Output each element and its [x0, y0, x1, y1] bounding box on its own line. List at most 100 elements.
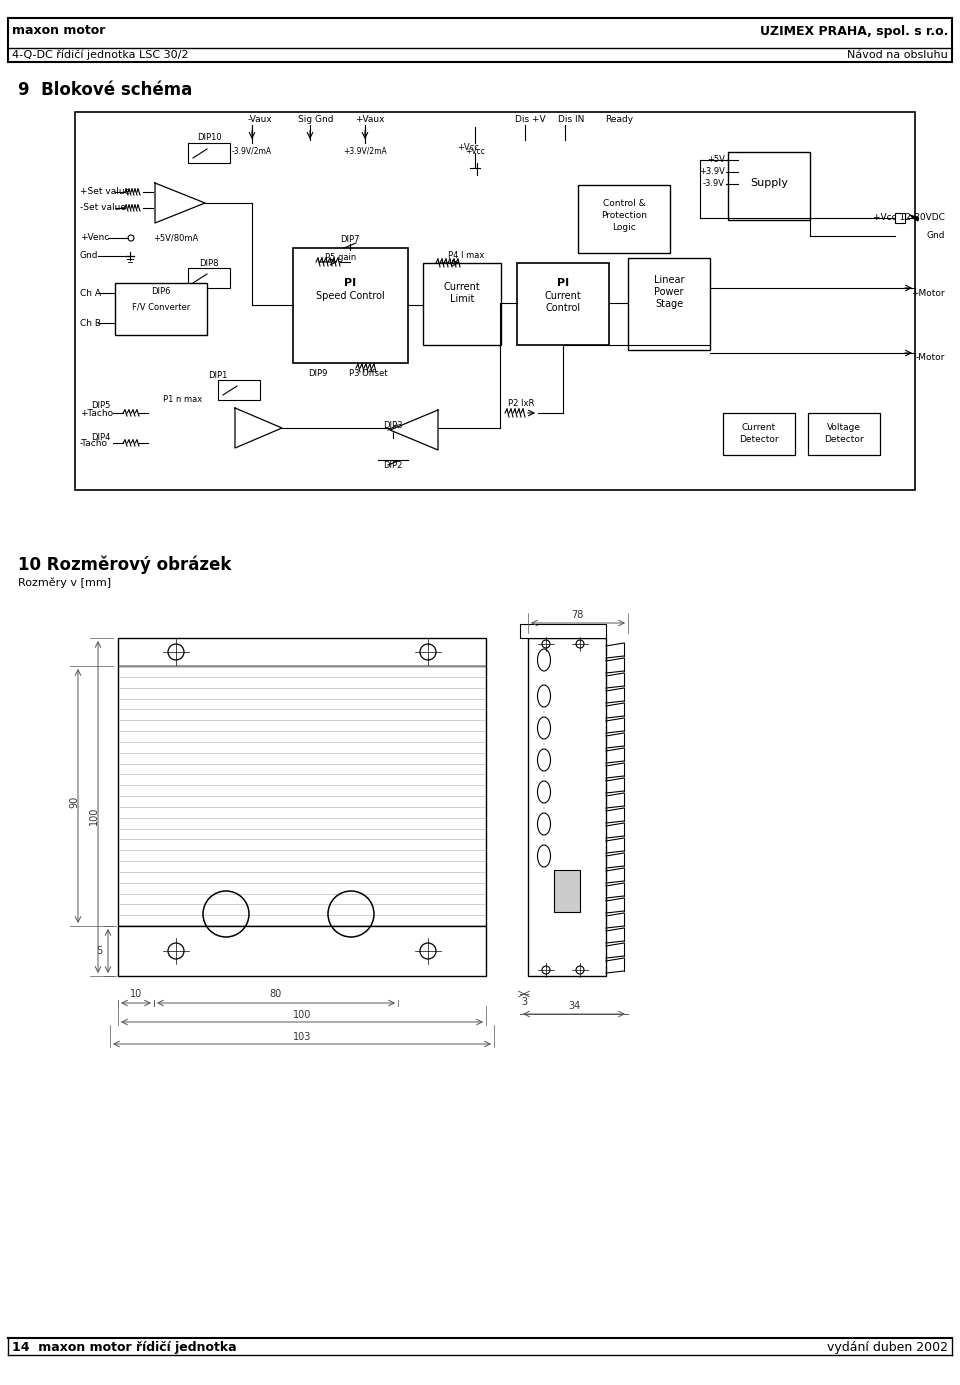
Text: P1 n max: P1 n max: [163, 396, 203, 404]
Text: Supply: Supply: [750, 179, 788, 188]
Text: 100: 100: [89, 807, 99, 825]
Text: DIP4: DIP4: [91, 434, 110, 442]
Polygon shape: [155, 183, 205, 223]
Bar: [520, 625, 606, 638]
Text: Speed Control: Speed Control: [316, 291, 384, 301]
Text: -Motor: -Motor: [916, 353, 945, 363]
Text: Protection: Protection: [601, 211, 647, 219]
Text: P4 I max: P4 I max: [448, 251, 485, 259]
Bar: [517, 263, 609, 345]
Bar: [728, 152, 810, 220]
Text: DIP6: DIP6: [152, 288, 171, 296]
Bar: [808, 413, 880, 456]
Text: Detector: Detector: [825, 435, 864, 443]
Text: Linear: Linear: [654, 276, 684, 285]
Text: 80: 80: [270, 989, 282, 999]
Text: DIP3: DIP3: [383, 421, 403, 431]
Text: P3 Offset: P3 Offset: [348, 368, 387, 378]
Text: +Vcc: +Vcc: [465, 147, 485, 155]
Text: maxon motor: maxon motor: [12, 25, 106, 37]
Bar: [578, 186, 670, 253]
Text: Rozměry v [mm]: Rozměry v [mm]: [18, 578, 111, 589]
Text: Dis IN: Dis IN: [558, 115, 585, 125]
Text: 3: 3: [521, 997, 527, 1007]
Text: Dis +V: Dis +V: [515, 115, 545, 125]
Text: Gnd: Gnd: [926, 231, 945, 241]
Text: 90: 90: [69, 796, 79, 809]
Text: -Vaux: -Vaux: [248, 115, 273, 125]
Text: F/V Converter: F/V Converter: [132, 302, 190, 312]
Text: 4-Q-DC řídičí jednotka LSC 30/2: 4-Q-DC řídičí jednotka LSC 30/2: [12, 50, 188, 61]
Text: Voltage: Voltage: [827, 424, 861, 432]
Text: Ch A: Ch A: [80, 288, 101, 298]
Text: 10: 10: [130, 989, 142, 999]
Bar: [118, 638, 486, 666]
Text: vydání duben 2002: vydání duben 2002: [827, 1341, 948, 1353]
Text: P2 IxR: P2 IxR: [508, 399, 535, 407]
Text: 103: 103: [293, 1032, 311, 1042]
Text: -Set value: -Set value: [80, 204, 126, 212]
Text: Limit: Limit: [450, 294, 474, 303]
Text: 10 Rozměrový obrázek: 10 Rozměrový obrázek: [18, 555, 231, 575]
Bar: [528, 638, 606, 976]
Text: +Vcc 12-30VDC: +Vcc 12-30VDC: [874, 213, 945, 223]
Polygon shape: [910, 215, 918, 222]
Polygon shape: [390, 410, 438, 450]
Bar: [118, 666, 486, 927]
Text: DIP9: DIP9: [308, 368, 327, 378]
Bar: [723, 413, 795, 456]
Text: 100: 100: [293, 1010, 311, 1019]
Text: 34: 34: [568, 1001, 580, 1011]
Bar: [293, 248, 408, 363]
Text: PI: PI: [557, 278, 569, 288]
Text: +Venc: +Venc: [80, 234, 109, 242]
Bar: [423, 263, 501, 345]
Text: Current: Current: [742, 424, 776, 432]
Text: Stage: Stage: [655, 299, 684, 309]
Bar: [115, 283, 207, 335]
Text: DIP5: DIP5: [91, 402, 110, 410]
Polygon shape: [235, 409, 282, 447]
Bar: [218, 379, 260, 400]
Text: 5: 5: [96, 946, 102, 956]
Text: +3.9V: +3.9V: [699, 168, 725, 176]
Text: DIP2: DIP2: [383, 460, 402, 470]
Text: Návod na obsluhu: Návod na obsluhu: [848, 50, 948, 60]
Text: Control: Control: [545, 303, 581, 313]
Text: DIP1: DIP1: [208, 371, 228, 381]
Bar: [188, 143, 230, 163]
Text: DIP7: DIP7: [340, 235, 360, 245]
Text: DIP8: DIP8: [200, 259, 219, 267]
Text: +Tacho: +Tacho: [80, 409, 113, 417]
Text: +5V: +5V: [708, 155, 725, 165]
Text: PI: PI: [344, 278, 356, 288]
Text: -3.9V/2mA: -3.9V/2mA: [232, 147, 272, 155]
Text: +Vcc: +Vcc: [457, 144, 479, 152]
Text: Sig Gnd: Sig Gnd: [298, 115, 333, 125]
Text: Logic: Logic: [612, 223, 636, 231]
Text: +Vaux: +Vaux: [355, 115, 385, 125]
Bar: [118, 927, 486, 976]
Bar: [628, 258, 710, 350]
Text: Ch B: Ch B: [80, 319, 101, 327]
Text: Power: Power: [655, 287, 684, 296]
Text: DIP10: DIP10: [197, 133, 222, 143]
Text: +Set value: +Set value: [80, 187, 131, 197]
Text: Detector: Detector: [739, 435, 779, 443]
Text: P5 gain: P5 gain: [325, 252, 356, 262]
Text: Gnd: Gnd: [80, 252, 99, 260]
Text: +5V/80mA: +5V/80mA: [153, 234, 199, 242]
Text: Control &: Control &: [603, 198, 645, 208]
Text: -3.9V: -3.9V: [703, 180, 725, 188]
Bar: [188, 269, 230, 288]
Bar: [554, 870, 580, 911]
Text: Ready: Ready: [605, 115, 634, 125]
Text: +Motor: +Motor: [911, 288, 945, 298]
Text: +3.9V/2mA: +3.9V/2mA: [343, 147, 387, 155]
Text: 14  maxon motor řídičí jednotka: 14 maxon motor řídičí jednotka: [12, 1341, 236, 1353]
Bar: [895, 213, 905, 223]
Text: UZIMEX PRAHA, spol. s r.o.: UZIMEX PRAHA, spol. s r.o.: [759, 25, 948, 37]
Text: 9  Blokové schéma: 9 Blokové schéma: [18, 80, 192, 98]
Text: Current: Current: [444, 283, 480, 292]
Text: Current: Current: [544, 291, 582, 301]
